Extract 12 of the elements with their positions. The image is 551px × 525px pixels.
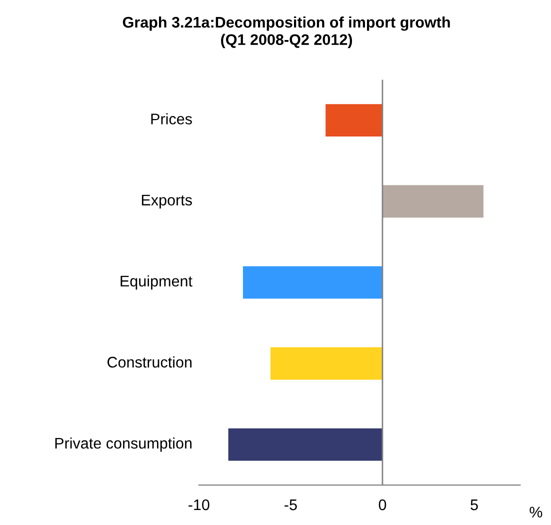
- x-axis-title: %: [530, 506, 542, 518]
- y-tick-label: Prices: [151, 113, 192, 124]
- x-tick-label: 0: [378, 499, 386, 510]
- y-tick-label: Exports: [142, 194, 192, 209]
- chart-subtitle: (Q1 2008-Q2 2012): [221, 34, 352, 48]
- y-tick-label: Equipment: [120, 275, 192, 290]
- chart-title: Graph 3.21a:Decomposition of import growth: [122, 16, 450, 31]
- y-tick-label: Private consumption: [55, 437, 192, 452]
- y-tick-label: Construction: [108, 356, 192, 368]
- x-tick-label: 5: [470, 500, 478, 510]
- x-tick-label: -5: [284, 500, 297, 510]
- x-tick-label: -10: [188, 499, 210, 510]
